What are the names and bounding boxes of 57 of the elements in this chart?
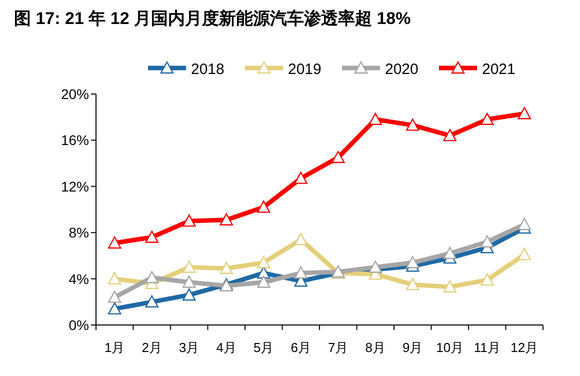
chart-title: 图 17: 21 年 12 月国内月度新能源汽车渗透率超 18%	[14, 9, 411, 28]
point	[480, 235, 494, 248]
point	[406, 256, 420, 268]
point	[182, 260, 196, 273]
point	[518, 218, 531, 230]
y-tick-label: 0%	[68, 317, 89, 333]
point	[108, 272, 122, 284]
point	[182, 214, 196, 227]
point	[518, 248, 531, 260]
point	[406, 278, 420, 290]
point	[443, 280, 456, 292]
point	[220, 213, 233, 226]
x-tick-label: 5月	[254, 340, 274, 355]
x-tick-label: 6月	[290, 340, 311, 355]
x-tick-label: 7月	[328, 340, 348, 355]
y-tick-label: 12%	[60, 178, 89, 194]
y-tick-label: 8%	[68, 224, 89, 241]
x-tick-label: 4月	[216, 340, 236, 355]
legend-label: 2018	[191, 61, 224, 78]
x-tick-label: 11月	[474, 340, 500, 355]
point	[257, 200, 270, 213]
point	[406, 118, 420, 131]
point	[108, 302, 122, 314]
point	[480, 273, 494, 286]
y-tick-label: 16%	[60, 132, 89, 148]
point	[145, 271, 158, 284]
point	[294, 172, 308, 184]
point	[220, 262, 233, 274]
point	[480, 112, 494, 126]
x-tick-label: 2月	[142, 340, 162, 355]
x-tick-label: 9月	[402, 340, 423, 355]
x-tick-label: 1月	[104, 340, 125, 355]
point	[443, 246, 456, 259]
point	[145, 230, 158, 243]
point	[368, 260, 382, 273]
point	[443, 128, 456, 142]
point	[108, 290, 122, 303]
point	[368, 112, 382, 126]
point	[518, 107, 531, 120]
point	[294, 232, 308, 246]
legend-label: 2020	[385, 61, 418, 78]
point	[182, 276, 196, 288]
point	[108, 236, 122, 249]
point	[257, 256, 270, 268]
point	[294, 266, 308, 279]
x-tick-label: 3月	[179, 340, 200, 355]
point	[182, 288, 196, 301]
x-tick-label: 10月	[436, 340, 464, 355]
y-tick-label: 4%	[68, 270, 89, 287]
x-tick-label: 12月	[510, 340, 538, 355]
point	[257, 276, 270, 288]
legend-label: 2019	[288, 61, 322, 78]
point	[332, 150, 345, 164]
point	[145, 295, 158, 308]
y-tick-label: 20%	[60, 86, 89, 102]
legend-label: 2021	[482, 61, 516, 78]
x-tick-label: 8月	[365, 340, 386, 355]
